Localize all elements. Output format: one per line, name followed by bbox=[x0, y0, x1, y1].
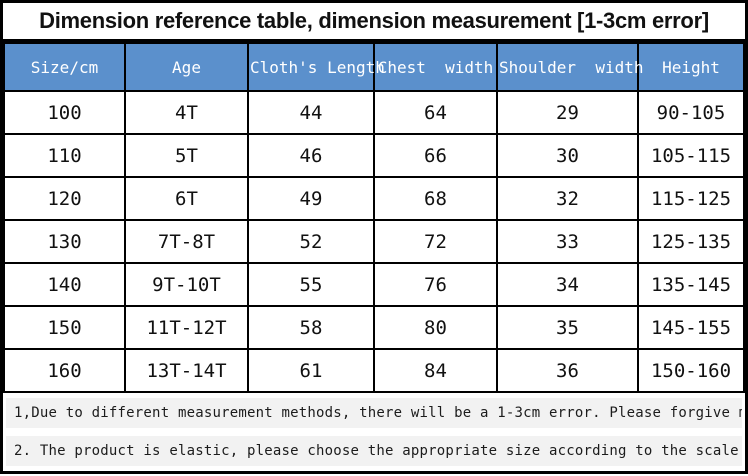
table-row: 110 5T 46 66 30 105-115 bbox=[3, 133, 745, 178]
cell-shoulder-width: 33 bbox=[496, 219, 639, 264]
cell-height: 105-115 bbox=[637, 133, 745, 178]
table-row: 160 13T-14T 61 84 36 150-160 bbox=[3, 348, 745, 393]
cell-chest-width: 80 bbox=[373, 305, 498, 350]
cell-age: 6T bbox=[124, 176, 249, 221]
cell-size: 130 bbox=[3, 219, 126, 264]
cell-age: 11T-12T bbox=[124, 305, 249, 350]
column-header-chest-width: Chest width bbox=[373, 42, 498, 92]
cell-age: 5T bbox=[124, 133, 249, 178]
cell-cloth-length: 44 bbox=[247, 90, 375, 135]
note-measurement-error: 1,Due to different measurement methods, … bbox=[6, 398, 742, 428]
cell-chest-width: 76 bbox=[373, 262, 498, 307]
size-table-header: Size/cm Age Cloth's Length Chest width S… bbox=[3, 42, 745, 92]
column-header-size: Size/cm bbox=[3, 42, 126, 92]
footer-notes: 1,Due to different measurement methods, … bbox=[3, 393, 745, 471]
cell-size: 110 bbox=[3, 133, 126, 178]
cell-height: 125-135 bbox=[637, 219, 745, 264]
cell-cloth-length: 55 bbox=[247, 262, 375, 307]
cell-size: 160 bbox=[3, 348, 126, 393]
cell-shoulder-width: 32 bbox=[496, 176, 639, 221]
cell-height: 150-160 bbox=[637, 348, 745, 393]
cell-age: 7T-8T bbox=[124, 219, 249, 264]
size-table-body: 100 4T 44 64 29 90-105 110 5T 46 66 30 1… bbox=[3, 90, 745, 393]
note-elastic-sizing: 2. The product is elastic, please choose… bbox=[6, 436, 742, 466]
column-header-cloth-length: Cloth's Length bbox=[247, 42, 385, 92]
cell-age: 4T bbox=[124, 90, 249, 135]
cell-cloth-length: 52 bbox=[247, 219, 375, 264]
table-row: 120 6T 49 68 32 115-125 bbox=[3, 176, 745, 221]
cell-shoulder-width: 29 bbox=[496, 90, 639, 135]
column-header-age: Age bbox=[124, 42, 249, 92]
table-row: 140 9T-10T 55 76 34 135-145 bbox=[3, 262, 745, 307]
cell-chest-width: 64 bbox=[373, 90, 498, 135]
header-row: Size/cm Age Cloth's Length Chest width S… bbox=[3, 42, 745, 92]
cell-size: 100 bbox=[3, 90, 126, 135]
cell-height: 90-105 bbox=[637, 90, 745, 135]
cell-cloth-length: 49 bbox=[247, 176, 375, 221]
column-header-height: Height bbox=[637, 42, 745, 92]
cell-shoulder-width: 36 bbox=[496, 348, 639, 393]
cell-size: 140 bbox=[3, 262, 126, 307]
cell-size: 150 bbox=[3, 305, 126, 350]
cell-age: 9T-10T bbox=[124, 262, 249, 307]
column-header-shoulder-width: Shoulder width bbox=[496, 42, 644, 92]
cell-cloth-length: 46 bbox=[247, 133, 375, 178]
cell-shoulder-width: 34 bbox=[496, 262, 639, 307]
cell-age: 13T-14T bbox=[124, 348, 249, 393]
table-row: 150 11T-12T 58 80 35 145-155 bbox=[3, 305, 745, 350]
cell-size: 120 bbox=[3, 176, 126, 221]
cell-shoulder-width: 30 bbox=[496, 133, 639, 178]
cell-height: 115-125 bbox=[637, 176, 745, 221]
cell-shoulder-width: 35 bbox=[496, 305, 639, 350]
cell-chest-width: 72 bbox=[373, 219, 498, 264]
cell-cloth-length: 58 bbox=[247, 305, 375, 350]
cell-height: 145-155 bbox=[637, 305, 745, 350]
cell-chest-width: 68 bbox=[373, 176, 498, 221]
cell-chest-width: 84 bbox=[373, 348, 498, 393]
cell-height: 135-145 bbox=[637, 262, 745, 307]
cell-chest-width: 66 bbox=[373, 133, 498, 178]
size-table: Size/cm Age Cloth's Length Chest width S… bbox=[3, 42, 745, 393]
table-row: 130 7T-8T 52 72 33 125-135 bbox=[3, 219, 745, 264]
cell-cloth-length: 61 bbox=[247, 348, 375, 393]
table-row: 100 4T 44 64 29 90-105 bbox=[3, 90, 745, 135]
page-title: Dimension reference table, dimension mea… bbox=[3, 3, 745, 42]
